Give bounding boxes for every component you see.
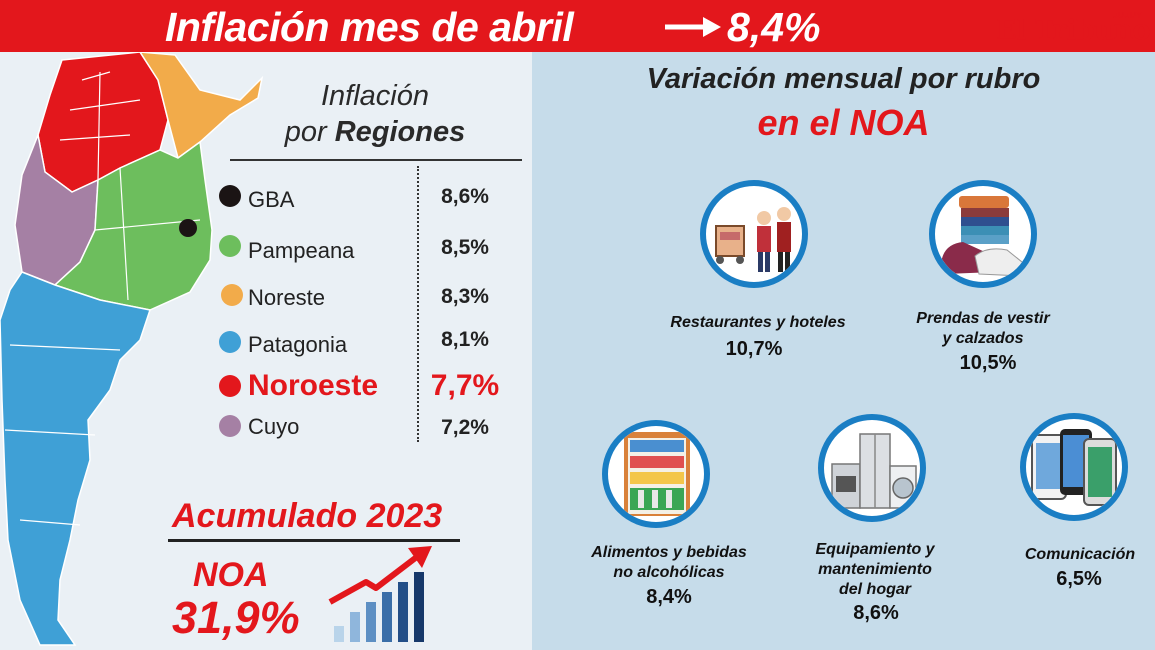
regions-dotted-divider (417, 166, 419, 442)
clothing-shoes-icon (929, 180, 1037, 288)
category-label-line: Alimentos y bebidas (591, 544, 747, 561)
argentina-map (0, 52, 264, 646)
region-value-cuyo: 7,2% (441, 416, 489, 439)
category-label-line: Restaurantes y hoteles (670, 314, 846, 331)
category-value-communication: 6,5% (1056, 568, 1102, 590)
page-title: Inflación mes de abril (165, 4, 574, 50)
category-value-food: 8,4% (646, 586, 692, 608)
regions-title-line2: por Regiones (230, 116, 520, 149)
monthly-inflation-value: 8,4% (727, 4, 821, 50)
brand-name: El Tribuno (996, 15, 1151, 46)
accumulated-region: NOA (193, 556, 269, 594)
category-value-household: 8,6% (853, 602, 899, 624)
category-label-line: mantenimiento (818, 561, 932, 578)
home-appliances-icon (818, 414, 926, 522)
accumulated-value: 31,9% (172, 592, 300, 643)
region-name-noroeste: Noroeste (248, 369, 379, 402)
accumulated-title: Acumulado 2023 (172, 497, 443, 535)
regions-title-bold: Regiones (334, 116, 466, 148)
region-value-patagonia: 8,1% (441, 328, 489, 351)
map-region-noreste (139, 52, 264, 160)
category-label-restaurants: Restaurantes y hoteles (640, 313, 876, 333)
smartphones-icon (1020, 413, 1128, 521)
categories-panel (532, 52, 1155, 650)
category-value-restaurants: 10,7% (725, 338, 783, 360)
legend-dot-cuyo (219, 415, 241, 437)
region-name-cuyo: Cuyo (248, 414, 300, 439)
category-label-household: Equipamiento y mantenimiento del hogar (790, 540, 960, 600)
map-gba-marker (179, 219, 197, 237)
header-bar: Inflación mes de abril 8,4% JUJUY El Tri… (0, 0, 1155, 52)
categories-subtitle: en el NOA (757, 102, 930, 143)
arrow-right-icon (665, 17, 721, 37)
category-label-food: Alimentos y bebidas no alcohólicas (560, 543, 778, 583)
map-region-patagonia (0, 271, 151, 646)
categories-title: Variación mensual por rubro (646, 63, 1041, 95)
category-label-line: no alcohólicas (613, 564, 725, 581)
restaurant-hotel-icon (700, 180, 808, 288)
legend-dot-noreste (221, 284, 243, 306)
category-label-communication: Comunicación (1000, 545, 1155, 565)
category-label-line: Equipamiento y (815, 541, 935, 558)
grocery-shelf-icon (602, 420, 710, 528)
regions-divider (230, 159, 522, 161)
region-name-gba: GBA (248, 187, 295, 212)
region-value-gba: 8,6% (441, 185, 489, 208)
region-value-noroeste: 7,7% (430, 369, 500, 402)
legend-dot-gba (219, 185, 241, 207)
region-name-pampeana: Pampeana (248, 238, 355, 263)
regions-title-prefix: por (284, 116, 327, 148)
region-name-patagonia: Patagonia (248, 332, 348, 357)
region-name-noreste: Noreste (248, 285, 326, 310)
category-value-clothing: 10,5% (959, 352, 1017, 374)
regions-title-line1: Inflación (320, 80, 429, 112)
growth-chart-icon (328, 546, 432, 642)
brand-logo: JUJUY El Tribuno (990, 9, 1152, 47)
category-label-line: Prendas de vestir (916, 310, 1050, 327)
accumulated-divider (168, 539, 460, 542)
region-value-noreste: 8,3% (441, 285, 489, 308)
brand-region: JUJUY (1112, 10, 1142, 20)
legend-dot-patagonia (219, 331, 241, 353)
legend-dot-pampeana (219, 235, 241, 257)
category-label-line: Comunicación (1024, 546, 1136, 563)
category-label-line: y calzados (942, 330, 1024, 347)
region-value-pampeana: 8,5% (441, 236, 489, 259)
category-label-clothing: Prendas de vestir y calzados (880, 309, 1086, 349)
category-label-line: del hogar (838, 581, 911, 598)
regions-panel: Inflación por Regiones GBA 8,6% Pampeana… (0, 52, 532, 650)
legend-dot-noroeste (219, 375, 241, 397)
